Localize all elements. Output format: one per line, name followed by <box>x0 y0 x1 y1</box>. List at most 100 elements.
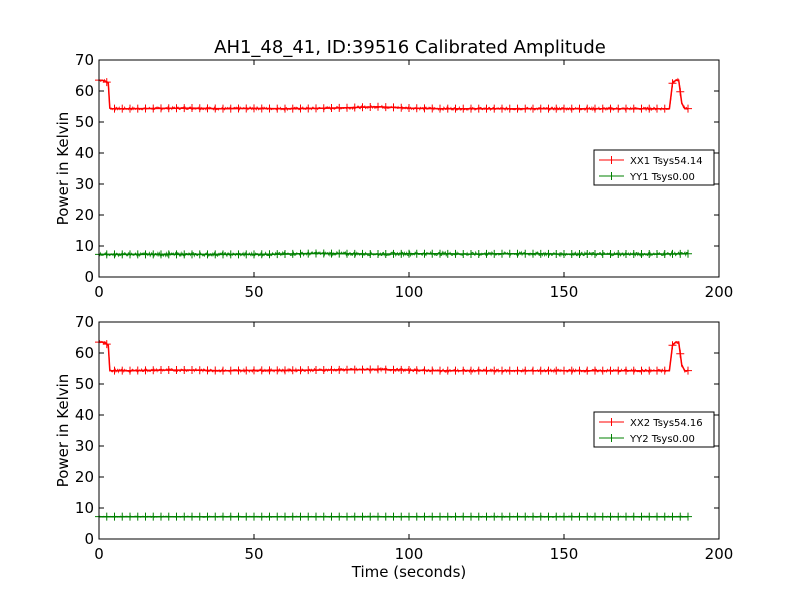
data-point-marker <box>676 249 685 258</box>
legend-label: YY1 Tsys0.00 <box>629 172 695 183</box>
data-point-marker <box>312 512 320 521</box>
data-point-marker <box>591 104 599 113</box>
x-tick-label: 200 <box>705 283 734 301</box>
y-tick-label: 60 <box>75 82 94 100</box>
data-point-marker <box>188 512 196 521</box>
data-point-marker <box>133 104 142 113</box>
data-point-marker <box>498 104 506 113</box>
data-point-marker <box>560 512 568 521</box>
data-point-marker <box>257 250 266 259</box>
data-point-marker <box>118 512 127 521</box>
data-point-marker <box>374 250 382 259</box>
data-point-marker <box>242 250 251 259</box>
data-point-marker <box>389 365 398 374</box>
data-point-marker <box>164 104 173 113</box>
data-point-marker <box>157 104 165 113</box>
data-point-marker <box>498 249 506 258</box>
data-point-marker <box>257 366 266 375</box>
data-point-marker <box>366 249 375 258</box>
y-tick-label: 30 <box>75 175 94 193</box>
data-point-marker <box>490 366 499 375</box>
data-point-marker <box>234 104 243 113</box>
data-point-marker <box>567 250 576 259</box>
y-tick-label: 70 <box>75 313 94 331</box>
data-point-marker <box>405 366 413 375</box>
data-point-marker <box>226 104 235 113</box>
data-point-marker <box>660 366 669 375</box>
data-point-marker <box>381 249 390 258</box>
data-point-marker <box>536 104 545 113</box>
data-point-marker <box>133 366 142 375</box>
data-point-marker <box>684 104 692 113</box>
data-point-marker <box>637 104 646 113</box>
data-point-marker <box>304 249 313 258</box>
data-point-marker <box>250 250 258 259</box>
data-point-marker <box>637 512 646 521</box>
data-point-marker <box>358 365 367 374</box>
data-point-marker <box>529 512 537 521</box>
data-point-marker <box>505 249 514 258</box>
data-point-marker <box>126 104 134 113</box>
data-point-marker <box>521 512 530 521</box>
data-point-marker <box>203 512 212 521</box>
data-point-marker <box>188 366 196 375</box>
data-point-marker <box>684 366 692 375</box>
legend: XX2 Tsys54.16 YY2 Tsys0.00 <box>593 411 715 448</box>
data-point-marker <box>195 250 204 259</box>
data-point-marker <box>412 104 421 113</box>
data-point-marker <box>645 512 654 521</box>
data-point-marker <box>552 512 561 521</box>
data-point-marker <box>428 249 437 258</box>
data-point-marker <box>552 249 561 258</box>
data-point-marker <box>482 512 491 521</box>
data-point-marker <box>467 512 475 521</box>
legend-label: XX1 Tsys54.14 <box>630 156 703 167</box>
data-point-marker <box>350 103 359 112</box>
legend-label: XX2 Tsys54.16 <box>630 418 703 429</box>
data-point-marker <box>490 512 499 521</box>
data-point-marker <box>606 250 615 259</box>
data-point-marker <box>141 250 150 259</box>
data-point-marker <box>583 366 592 375</box>
y-tick-label: 0 <box>84 268 94 286</box>
data-point-marker <box>606 512 615 521</box>
data-point-marker <box>188 250 196 259</box>
data-point-marker <box>343 512 351 521</box>
data-point-marker <box>343 249 351 258</box>
data-point-marker <box>219 104 227 113</box>
data-point-marker <box>560 366 568 375</box>
data-point-marker <box>513 366 522 375</box>
series-2 <box>95 249 692 259</box>
data-point-marker <box>195 104 204 113</box>
y-tick-label: 60 <box>75 344 94 362</box>
data-point-marker <box>319 365 328 374</box>
data-point-marker <box>521 249 530 258</box>
data-point-marker <box>242 366 251 375</box>
data-point-marker <box>118 250 127 259</box>
data-point-marker <box>552 104 561 113</box>
data-point-marker <box>374 512 382 521</box>
data-point-marker <box>281 512 289 521</box>
y-tick-label: 40 <box>75 406 94 424</box>
data-point-marker <box>405 104 413 113</box>
data-point-marker <box>110 104 119 113</box>
data-point-marker <box>544 512 553 521</box>
data-point-marker <box>327 249 336 258</box>
data-point-marker <box>335 512 344 521</box>
data-point-marker <box>397 249 406 258</box>
data-point-marker <box>536 249 545 258</box>
data-point-marker <box>575 250 584 259</box>
data-point-marker <box>405 249 413 258</box>
y-tick-label: 30 <box>75 437 94 455</box>
data-point-marker <box>583 104 592 113</box>
data-point-marker <box>552 366 561 375</box>
data-point-marker <box>629 512 638 521</box>
data-point-marker <box>126 366 134 375</box>
data-point-marker <box>405 512 413 521</box>
x-tick-label: 50 <box>244 283 263 301</box>
data-point-marker <box>157 366 165 375</box>
data-point-marker <box>312 249 320 258</box>
data-point-marker <box>126 250 134 259</box>
data-point-marker <box>420 512 429 521</box>
